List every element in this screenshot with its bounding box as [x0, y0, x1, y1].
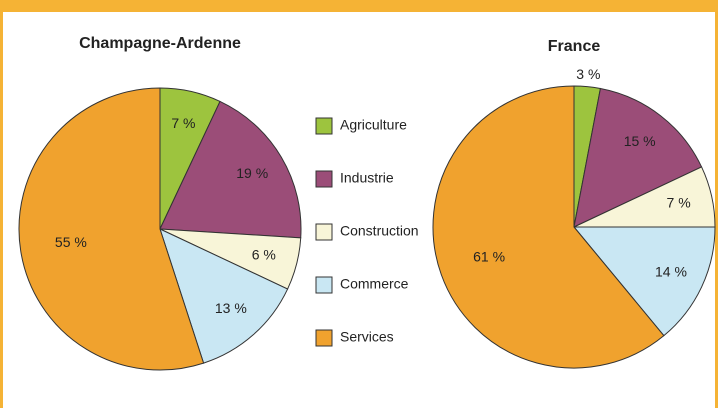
legend-label: Commerce: [340, 276, 409, 292]
right-border: [715, 0, 718, 408]
data-label: 3 %: [576, 66, 600, 82]
legend-swatch: [315, 170, 333, 188]
legend-label: Services: [340, 329, 394, 345]
data-label: 13 %: [215, 300, 247, 316]
pie-slice: [432, 85, 665, 369]
left-border: [0, 0, 3, 408]
pie-slice: [573, 87, 703, 228]
legend-swatch: [315, 117, 333, 135]
data-label: 61 %: [473, 248, 505, 264]
top-bar: [0, 0, 718, 12]
pie-slice: [572, 226, 716, 337]
legend-label: Construction: [340, 223, 419, 239]
legend-swatch: [315, 276, 333, 294]
legend-label: Agriculture: [340, 117, 407, 133]
data-label: 19 %: [236, 165, 268, 181]
data-label: 7 %: [667, 194, 691, 210]
pie-slice: [159, 100, 302, 239]
data-label: 15 %: [624, 133, 656, 149]
pie-slice: [159, 228, 289, 364]
chart-title: Champagne-Ardenne: [79, 35, 241, 52]
data-label: 55 %: [55, 234, 87, 250]
data-label: 14 %: [655, 263, 687, 279]
data-label: 7 %: [171, 115, 195, 131]
pie-slice: [18, 87, 205, 371]
legend-swatch: [315, 223, 333, 241]
legend-label: Industrie: [340, 170, 394, 186]
data-label: 6 %: [252, 246, 276, 262]
chart-title: France: [548, 38, 601, 55]
legend-swatch: [315, 329, 333, 347]
